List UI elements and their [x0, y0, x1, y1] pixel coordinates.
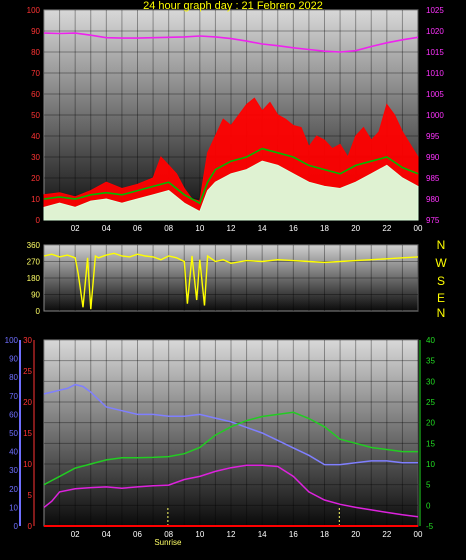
series-direction — [43, 252, 419, 310]
temperature-tick-label: 30 — [426, 377, 435, 386]
dewpoint-tick-label: 10 — [23, 460, 32, 469]
humidity-tick-label: 80 — [9, 373, 18, 382]
humidity-tick-label: 70 — [9, 392, 18, 401]
temperature-tick-label: 35 — [426, 357, 435, 366]
humidity-tick-label: 10 — [9, 503, 18, 512]
pressure-tick-label: 1005 — [426, 90, 444, 99]
pressure-tick-label: 980 — [426, 195, 440, 204]
dewpoint-tick-label: 15 — [23, 429, 32, 438]
pressure-tick-label: 1025 — [426, 6, 444, 15]
temperature-tick-label: 10 — [426, 460, 435, 469]
wind-tick-label: 40 — [31, 132, 40, 141]
humidity-tick-label: 50 — [9, 429, 18, 438]
hour-tick-label: 02 — [71, 530, 80, 539]
series-pressure — [43, 32, 419, 53]
temperature-tick-label: 25 — [426, 398, 435, 407]
direction-tick-label: 180 — [27, 274, 41, 283]
hour-tick-label: 18 — [320, 224, 329, 233]
hour-tick-label: 10 — [195, 224, 204, 233]
dewpoint-tick-label: 0 — [28, 522, 33, 531]
compass-e: E — [436, 291, 445, 305]
compass-s: S — [436, 274, 445, 288]
hour-tick-label: 06 — [133, 224, 142, 233]
wind-tick-label: 70 — [31, 69, 40, 78]
hour-tick-label: 14 — [258, 530, 267, 539]
dewpoint-tick-label: 25 — [23, 367, 32, 376]
pressure-tick-label: 985 — [426, 174, 440, 183]
dewpoint-tick-label: 20 — [23, 398, 32, 407]
wind-tick-label: 50 — [31, 111, 40, 120]
direction-tick-label: 360 — [27, 241, 41, 250]
series-average — [43, 147, 419, 205]
humidity-tick-label: 90 — [9, 355, 18, 364]
temperature-humidity-chart-plot-area — [43, 339, 419, 527]
series-humidity — [43, 383, 418, 466]
pressure-tick-label: 995 — [426, 132, 440, 141]
humidity-tick-label: 30 — [9, 466, 18, 475]
event-label: Sunrise — [154, 538, 182, 547]
humidity-tick-label: 100 — [5, 336, 19, 345]
dewpoint-tick-label: 30 — [23, 336, 32, 345]
pressure-tick-label: 1020 — [426, 27, 444, 36]
wind-tick-label: 80 — [31, 48, 40, 57]
temperature-tick-label: 15 — [426, 439, 435, 448]
compass-n-bottom: N — [436, 306, 446, 320]
humidity-tick-label: 0 — [14, 522, 19, 531]
temperature-tick-label: 0 — [426, 501, 431, 510]
hour-tick-label: 08 — [164, 224, 173, 233]
wind-tick-label: 20 — [31, 174, 40, 183]
hour-tick-label: 08 — [164, 530, 173, 539]
temperature-tick-label: 5 — [426, 481, 431, 490]
direction-tick-label: 270 — [27, 258, 41, 267]
wind-tick-label: 10 — [31, 195, 40, 204]
hour-tick-label: 10 — [195, 530, 204, 539]
pressure-tick-label: 1010 — [426, 69, 444, 78]
hour-tick-label: 22 — [382, 224, 391, 233]
temperature-tick-label: 40 — [426, 336, 435, 345]
series-temperature — [43, 411, 418, 486]
compass-n-top: N — [436, 238, 446, 252]
hour-tick-label: 06 — [133, 530, 142, 539]
hour-tick-label: 12 — [227, 530, 236, 539]
temperature-tick-label: -5 — [426, 522, 434, 531]
temperature-tick-label: 20 — [426, 419, 435, 428]
wind-tick-label: 30 — [31, 153, 40, 162]
hour-tick-label: 12 — [227, 224, 236, 233]
hour-tick-label: 00 — [414, 224, 423, 233]
hour-tick-label: 18 — [320, 530, 329, 539]
hour-tick-label: 20 — [351, 224, 360, 233]
wind-tick-label: 90 — [31, 27, 40, 36]
wind-tick-label: 100 — [27, 6, 41, 15]
hour-tick-label: 00 — [414, 530, 423, 539]
hour-tick-label: 22 — [382, 530, 391, 539]
graph-title: 24 hour graph day : 21 Febrero 2022 — [143, 0, 323, 12]
hour-tick-label: 16 — [289, 530, 298, 539]
series-dewpoint — [43, 464, 419, 518]
compass-w: W — [435, 256, 447, 270]
pressure-tick-label: 990 — [426, 153, 440, 162]
hour-tick-label: 20 — [351, 530, 360, 539]
hour-tick-label: 16 — [289, 224, 298, 233]
wind-tick-label: 0 — [36, 216, 41, 225]
humidity-tick-label: 40 — [9, 448, 18, 457]
wind-tick-label: 60 — [31, 90, 40, 99]
wind-direction-chart-plot-area — [43, 244, 419, 312]
dewpoint-tick-label: 5 — [28, 491, 33, 500]
hour-tick-label: 04 — [102, 224, 111, 233]
direction-tick-label: 0 — [36, 307, 41, 316]
pressure-tick-label: 975 — [426, 216, 440, 225]
hour-tick-label: 14 — [258, 224, 267, 233]
direction-tick-label: 90 — [31, 291, 40, 300]
series-wind — [43, 160, 419, 221]
pressure-tick-label: 1015 — [426, 48, 444, 57]
hour-tick-label: 04 — [102, 530, 111, 539]
humidity-tick-label: 20 — [9, 485, 18, 494]
pressure-tick-label: 1000 — [426, 111, 444, 120]
humidity-tick-label: 60 — [9, 410, 18, 419]
hour-tick-label: 02 — [71, 224, 80, 233]
